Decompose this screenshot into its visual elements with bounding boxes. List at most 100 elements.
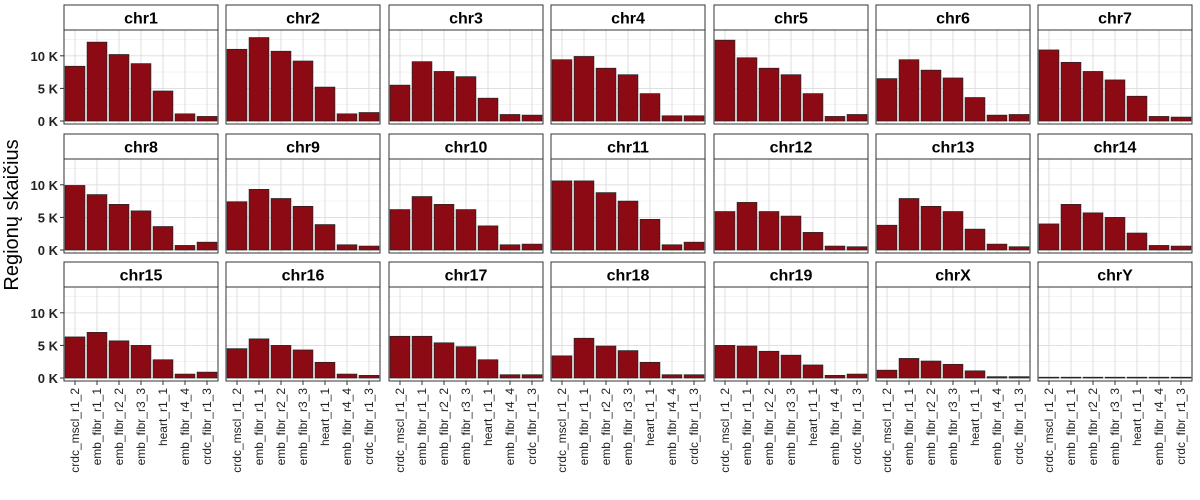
panel-border — [1037, 29, 1193, 125]
panel-border — [63, 29, 219, 125]
x-tick-label: emb_fibr_r3_3 — [784, 388, 798, 466]
bar-chr1-crdc_fibr_r1_3 — [196, 116, 218, 122]
facet-panel-chr3: chr3 — [388, 4, 544, 125]
bar-chr14-emb_fibr_r3_3 — [1104, 217, 1126, 251]
bar-chr1-emb_fibr_r3_3 — [130, 63, 152, 122]
bar-chr16-crdc_mscl_r1_2 — [226, 348, 248, 379]
panel-border — [713, 158, 869, 254]
bar-chr3-emb_fibr_r4_4 — [499, 114, 521, 122]
bar-chr16-emb_fibr_r2_2 — [270, 345, 292, 379]
y-tick-label: 10 K — [31, 306, 59, 321]
x-tick-label: crdc_fibr_r1_3 — [525, 388, 539, 465]
bar-chr15-crdc_mscl_r1_2 — [64, 336, 86, 379]
facet-strip-label: chr7 — [1098, 11, 1132, 28]
facet-strip-label: chr11 — [607, 140, 649, 157]
bar-chr12-emb_fibr_r1_1 — [736, 202, 758, 251]
bar-chr16-emb_fibr_r3_3 — [292, 349, 314, 379]
bar-chr8-emb_fibr_r2_2 — [108, 204, 130, 251]
x-tick-label: emb_fibr_r3_3 — [134, 388, 148, 466]
y-axis-title: Regionų skaičius — [1, 139, 23, 290]
bar-chr2-crdc_mscl_r1_2 — [226, 48, 248, 122]
x-tick-label: emb_fibr_r2_2 — [762, 388, 776, 466]
bar-chr10-crdc_fibr_r1_3 — [521, 243, 543, 251]
x-tick-label: emb_fibr_r4_4 — [990, 388, 1004, 466]
y-tick-label: 5 K — [38, 210, 59, 225]
panels-layer: chr1 0 K 5 K 10 K chr2 chr3 chr4 chr5 chr6 chr7 ch… — [31, 4, 1193, 473]
facet-strip — [63, 133, 219, 160]
bar-chrY-emb_fibr_r2_2 — [1082, 376, 1104, 379]
x-tick-label: emb_fibr_r4_4 — [1152, 388, 1166, 466]
facet-panel-chr13: chr13 — [875, 133, 1031, 254]
x-tick-label: emb_fibr_r2_2 — [112, 388, 126, 466]
bar-chr17-heart_r1_1 — [477, 359, 499, 379]
x-tick-label: heart_r1_1 — [643, 388, 657, 446]
bar-chrX-emb_fibr_r1_1 — [898, 358, 920, 379]
facet-panel-chrY: chrY crdc_mscl_r1_2 emb_fibr_r1_1 emb_fibr_… — [1037, 261, 1193, 473]
bar-chrY-emb_fibr_r1_1 — [1060, 376, 1082, 379]
bar-chr4-heart_r1_1 — [639, 93, 661, 122]
x-tick-label: emb_fibr_r4_4 — [178, 388, 192, 466]
facet-panel-chr4: chr4 — [550, 4, 706, 125]
bar-chr7-emb_fibr_r1_1 — [1060, 61, 1082, 122]
x-tick-label: emb_fibr_r2_2 — [599, 388, 613, 466]
x-tick-label: heart_r1_1 — [1130, 388, 1144, 446]
bar-chr15-emb_fibr_r3_3 — [130, 345, 152, 379]
bar-chrX-emb_fibr_r4_4 — [986, 376, 1008, 379]
x-tick-label: emb_fibr_r3_3 — [1108, 388, 1122, 466]
bar-chr18-emb_fibr_r3_3 — [617, 350, 639, 379]
x-tick-label: heart_r1_1 — [968, 388, 982, 446]
y-tick-label: 5 K — [38, 338, 59, 353]
bar-chr16-emb_fibr_r4_4 — [336, 373, 358, 379]
facet-strip — [550, 261, 706, 288]
bar-chr19-emb_fibr_r3_3 — [780, 354, 802, 379]
bar-chr12-crdc_mscl_r1_2 — [714, 211, 736, 251]
facet-strip — [388, 261, 544, 288]
bar-chr17-crdc_fibr_r1_3 — [521, 374, 543, 379]
bar-chrY-emb_fibr_r4_4 — [1148, 376, 1170, 379]
bar-chr19-emb_fibr_r2_2 — [758, 350, 780, 379]
panel-border — [1037, 158, 1193, 254]
bar-chr19-crdc_fibr_r1_3 — [846, 373, 868, 379]
bar-chr11-heart_r1_1 — [639, 219, 661, 251]
bar-chr12-emb_fibr_r2_2 — [758, 211, 780, 251]
bar-chr1-emb_fibr_r4_4 — [174, 113, 196, 122]
bar-chr5-emb_fibr_r4_4 — [824, 116, 846, 122]
bar-chr8-emb_fibr_r4_4 — [174, 245, 196, 251]
facet-strip-label: chr13 — [932, 140, 975, 157]
bar-chr11-emb_fibr_r2_2 — [595, 192, 617, 251]
bar-chr12-crdc_fibr_r1_3 — [846, 246, 868, 251]
facet-panel-chr17: chr17 crdc_mscl_r1_2 emb_fibr_r1_1 emb_fibr… — [388, 261, 544, 473]
bar-chr4-emb_fibr_r3_3 — [617, 74, 639, 122]
bar-chr5-emb_fibr_r1_1 — [736, 57, 758, 122]
bar-chr7-heart_r1_1 — [1126, 95, 1148, 122]
bar-chr17-emb_fibr_r4_4 — [499, 374, 521, 379]
facet-strip-label: chr3 — [449, 11, 483, 28]
bar-chr4-crdc_fibr_r1_3 — [683, 115, 705, 122]
bar-chr8-emb_fibr_r1_1 — [86, 194, 108, 251]
bar-chrX-emb_fibr_r2_2 — [920, 360, 942, 379]
bar-chr15-crdc_fibr_r1_3 — [196, 371, 218, 379]
x-tick-label: crdc_mscl_r1_2 — [880, 388, 894, 473]
x-tick-label: crdc_mscl_r1_2 — [68, 388, 82, 473]
bar-chr11-emb_fibr_r4_4 — [661, 244, 683, 251]
facet-panel-chr6: chr6 — [875, 4, 1031, 125]
facet-strip — [1037, 4, 1193, 31]
facet-strip — [550, 4, 706, 31]
x-tick-label: crdc_fibr_r1_3 — [200, 388, 214, 465]
x-tick-label: crdc_fibr_r1_3 — [1174, 388, 1188, 465]
y-tick-label: 0 K — [38, 114, 59, 129]
bar-chr1-crdc_mscl_r1_2 — [64, 65, 86, 122]
x-tick-label: crdc_fibr_r1_3 — [362, 388, 376, 465]
bar-chr9-crdc_fibr_r1_3 — [358, 245, 380, 251]
bar-chr5-crdc_mscl_r1_2 — [714, 39, 736, 122]
bar-chr3-emb_fibr_r3_3 — [455, 76, 477, 122]
facet-strip-label: chr19 — [770, 268, 813, 285]
bar-chr6-emb_fibr_r2_2 — [920, 69, 942, 122]
bar-chr8-heart_r1_1 — [152, 226, 174, 251]
bar-chr15-heart_r1_1 — [152, 359, 174, 379]
bar-chr2-emb_fibr_r2_2 — [270, 50, 292, 122]
bar-chr5-emb_fibr_r3_3 — [780, 74, 802, 122]
bar-chrX-heart_r1_1 — [964, 370, 986, 379]
x-tick-label: crdc_fibr_r1_3 — [850, 388, 864, 465]
